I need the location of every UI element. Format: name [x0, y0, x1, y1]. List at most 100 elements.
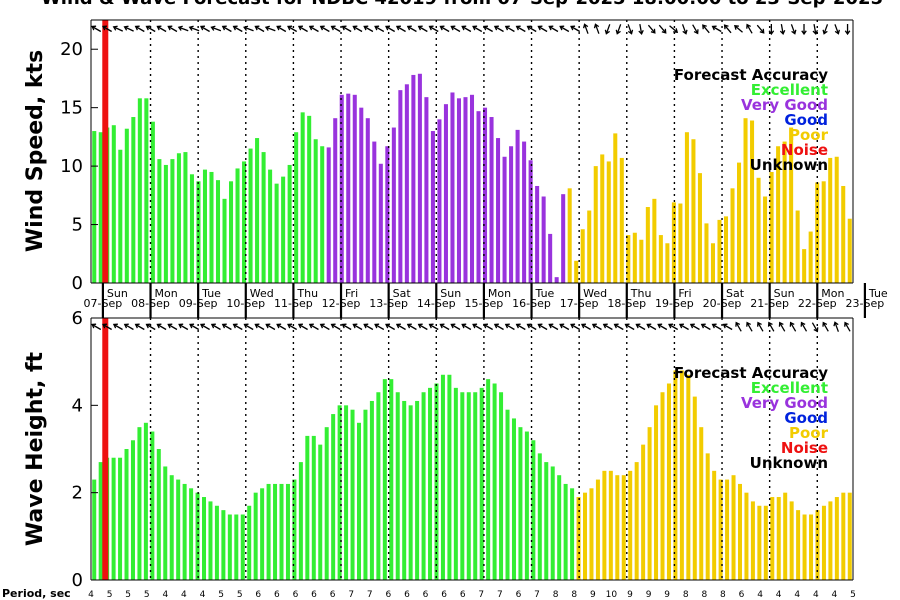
wind-bar	[437, 119, 442, 283]
wave-direction-arrow	[395, 323, 406, 331]
wind-bar	[658, 235, 663, 283]
period-value: 5	[125, 590, 131, 600]
wave-direction-arrow	[493, 323, 504, 331]
wind-bar	[450, 92, 455, 284]
wind-direction-arrow	[374, 25, 385, 33]
wind-direction-arrow	[243, 25, 254, 32]
period-value: 4	[200, 590, 206, 600]
period-value: 4	[162, 590, 168, 600]
wave-ytick-label: 4	[72, 395, 83, 416]
wind-bar	[789, 127, 794, 283]
wind-bar	[229, 181, 234, 283]
period-value: 9	[590, 590, 596, 600]
chart-title: Wind & Wave Forecast for NDBC 42019 from…	[41, 0, 883, 9]
wave-direction-arrow	[374, 323, 385, 331]
wind-direction-arrow	[363, 25, 374, 33]
wind-direction-arrow	[264, 25, 276, 32]
wave-bar	[273, 483, 278, 580]
wave-bar	[505, 409, 510, 580]
wave-bar	[292, 479, 297, 580]
wave-bar	[725, 479, 730, 580]
wind-bar	[209, 171, 214, 283]
wave-bar	[221, 510, 226, 580]
wind-bar	[111, 125, 116, 283]
wind-bar	[587, 210, 592, 283]
wind-bar	[821, 181, 826, 283]
wave-bar	[628, 470, 633, 580]
wind-bar	[242, 161, 247, 283]
day-name-label: Mon	[488, 287, 511, 300]
wave-bar	[531, 440, 536, 580]
wind-direction-arrow	[681, 24, 688, 35]
wind-bar	[176, 153, 181, 283]
wave-direction-arrow	[559, 323, 570, 331]
wave-bar	[421, 392, 426, 580]
wave-bar	[563, 483, 568, 580]
wave-bar	[369, 400, 374, 580]
wind-direction-arrow	[232, 25, 243, 33]
period-value: 9	[646, 590, 652, 600]
wave-bar	[240, 514, 245, 580]
wave-bar	[608, 470, 613, 580]
wave-direction-arrow	[526, 323, 537, 331]
wind-bar	[645, 207, 650, 283]
wave-bar	[208, 501, 213, 580]
wave-direction-arrow	[537, 323, 548, 331]
period-value: 7	[497, 590, 503, 600]
wave-bar	[544, 462, 549, 580]
wave-direction-arrow	[811, 322, 819, 333]
day-date-label: 12-Sep	[322, 297, 361, 310]
wave-bar	[737, 483, 742, 580]
wind-direction-arrow	[308, 25, 319, 33]
wave-direction-arrow	[385, 323, 396, 331]
wind-bar	[548, 233, 553, 283]
wave-bar	[841, 492, 846, 580]
wave-ytick-label: 2	[72, 483, 83, 504]
day-date-label: 22-Sep	[798, 297, 837, 310]
wave-bar	[130, 440, 135, 580]
wave-legend-entry: Excellent	[751, 379, 828, 397]
wave-bar	[763, 505, 768, 580]
wind-ytick-label: 15	[60, 98, 83, 119]
wind-direction-arrow	[746, 23, 753, 34]
wave-direction-arrow	[167, 323, 178, 331]
wave-bar	[143, 422, 148, 580]
wave-bar	[583, 492, 588, 580]
wave-bar	[285, 483, 290, 580]
wind-bar	[541, 196, 546, 283]
day-date-label: 09-Sep	[179, 297, 218, 310]
wind-ytick-label: 0	[72, 273, 83, 294]
period-value: 4	[181, 590, 187, 600]
wave-bar	[247, 505, 252, 580]
wind-bar	[365, 118, 370, 283]
wind-bar	[795, 210, 800, 283]
wave-bar	[98, 462, 103, 580]
wave-bar	[305, 435, 310, 580]
wind-bar	[476, 111, 481, 283]
wind-direction-arrow	[669, 25, 679, 33]
wave-bar	[311, 435, 316, 580]
wave-direction-arrow	[646, 323, 657, 331]
wind-bar	[391, 127, 396, 283]
wave-bar	[679, 370, 684, 580]
wind-bar	[346, 93, 351, 283]
day-date-label: 10-Sep	[226, 297, 265, 310]
wave-bar	[156, 449, 161, 580]
wave-bar	[466, 392, 471, 580]
wave-bar	[169, 475, 174, 580]
wind-direction-arrow	[472, 25, 483, 33]
wave-ytick-label: 6	[72, 308, 83, 329]
wave-direction-arrow	[778, 321, 786, 332]
wave-bar	[111, 457, 116, 580]
wave-bar	[92, 479, 97, 580]
wave-bar	[776, 497, 781, 580]
wind-bar	[131, 117, 136, 283]
wave-bar	[460, 392, 465, 580]
wind-bar	[268, 169, 273, 283]
wind-bar	[606, 161, 611, 283]
period-value: 7	[534, 590, 540, 600]
wind-direction-arrow	[593, 23, 600, 34]
wave-bar	[176, 479, 181, 580]
wave-direction-arrow	[330, 323, 341, 331]
wind-direction-arrow	[615, 24, 622, 35]
